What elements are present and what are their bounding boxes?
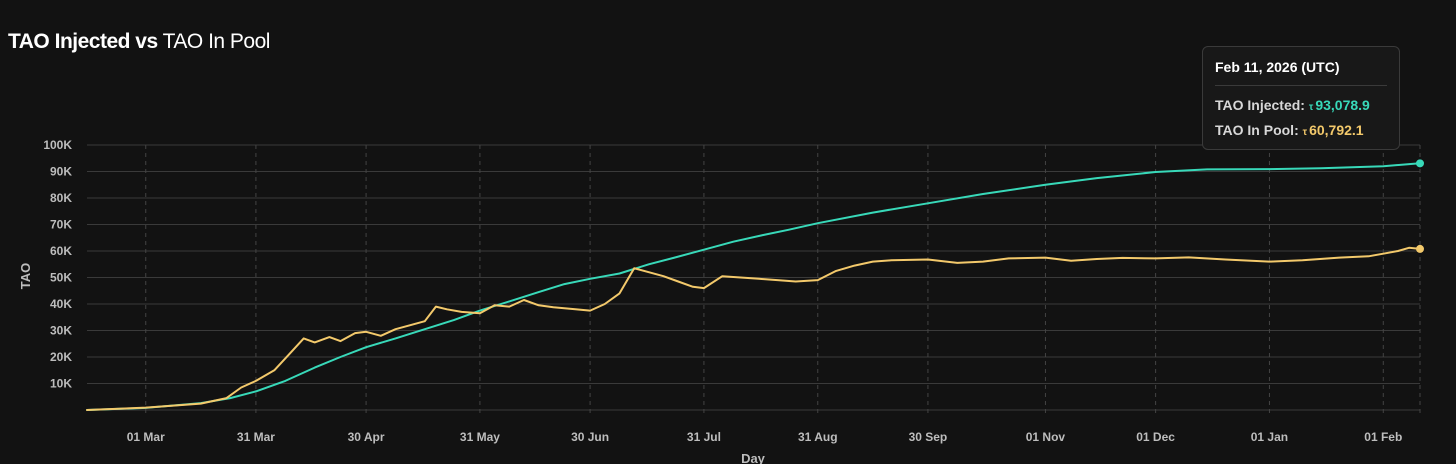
tooltip-injected-value: τ 93,078.9 bbox=[1309, 97, 1370, 113]
tooltip-row-pool: TAO In Pool: τ 60,792.1 bbox=[1215, 119, 1387, 144]
x-tick-label: 31 Mar bbox=[237, 430, 275, 444]
tao-symbol-icon: τ bbox=[1308, 102, 1314, 113]
y-tick-label: 80K bbox=[50, 191, 72, 205]
tao-symbol-icon: τ bbox=[1302, 127, 1308, 138]
x-tick-label: 01 Mar bbox=[127, 430, 165, 444]
y-gridlines bbox=[87, 144, 1420, 411]
x-tick-label: 01 Feb bbox=[1364, 430, 1402, 444]
series-line-tao-injected[interactable] bbox=[86, 162, 1421, 411]
chart-title: TAO Injected vs TAO In Pool bbox=[8, 30, 270, 54]
y-tick-label: 10K bbox=[50, 377, 72, 391]
y-tick-label: 50K bbox=[50, 271, 72, 285]
chart-title-part1: TAO Injected vs bbox=[8, 30, 158, 53]
x-axis-label: Day bbox=[741, 451, 766, 464]
tooltip-pool-label: TAO In Pool: bbox=[1215, 122, 1299, 138]
series-end-marker-tao-in-pool[interactable] bbox=[1416, 244, 1424, 253]
tooltip-injected-number: 93,078.9 bbox=[1315, 97, 1370, 113]
y-tick-label: 20K bbox=[50, 350, 72, 364]
tooltip-pool-value: τ 60,792.1 bbox=[1303, 122, 1364, 138]
x-tick-label: 31 Aug bbox=[798, 430, 838, 444]
tooltip-pool-number: 60,792.1 bbox=[1309, 122, 1364, 138]
x-gridlines bbox=[145, 145, 1421, 416]
x-tick-label: 30 Sep bbox=[909, 430, 948, 444]
x-tick-label: 31 May bbox=[460, 430, 500, 444]
x-tick-label: 01 Nov bbox=[1026, 430, 1066, 444]
tooltip-row-injected: TAO Injected: τ 93,078.9 bbox=[1215, 94, 1387, 119]
series-lines bbox=[86, 159, 1424, 411]
hover-tooltip: Feb 11, 2026 (UTC) TAO Injected: τ 93,078… bbox=[1202, 46, 1400, 150]
x-axis-ticks: 01 Mar 31 Mar 30 Apr 31 May 30 Jun 31 Jul 31 A… bbox=[127, 430, 1403, 444]
y-tick-label: 70K bbox=[50, 218, 72, 232]
x-tick-label: 31 Jul bbox=[687, 430, 721, 444]
tooltip-injected-label: TAO Injected: bbox=[1215, 97, 1305, 113]
y-axis-label: TAO bbox=[18, 263, 33, 289]
x-tick-label: 01 Dec bbox=[1136, 430, 1175, 444]
y-tick-label: 60K bbox=[50, 244, 72, 258]
x-tick-label: 01 Jan bbox=[1251, 430, 1288, 444]
y-tick-label: 40K bbox=[50, 297, 72, 311]
y-axis-ticks: 10K 20K 30K 40K 50K 60K 70K 80K 90K 100K bbox=[43, 138, 72, 391]
tooltip-date: Feb 11, 2026 (UTC) bbox=[1215, 59, 1387, 86]
series-line-tao-in-pool[interactable] bbox=[86, 246, 1421, 411]
x-tick-label: 30 Apr bbox=[348, 430, 385, 444]
y-tick-label: 100K bbox=[43, 138, 72, 152]
series-end-marker-tao-injected[interactable] bbox=[1416, 159, 1424, 168]
x-tick-label: 30 Jun bbox=[571, 430, 609, 444]
chart-title-part2: TAO In Pool bbox=[162, 30, 271, 53]
y-tick-label: 30K bbox=[50, 324, 72, 338]
y-tick-label: 90K bbox=[50, 165, 72, 179]
